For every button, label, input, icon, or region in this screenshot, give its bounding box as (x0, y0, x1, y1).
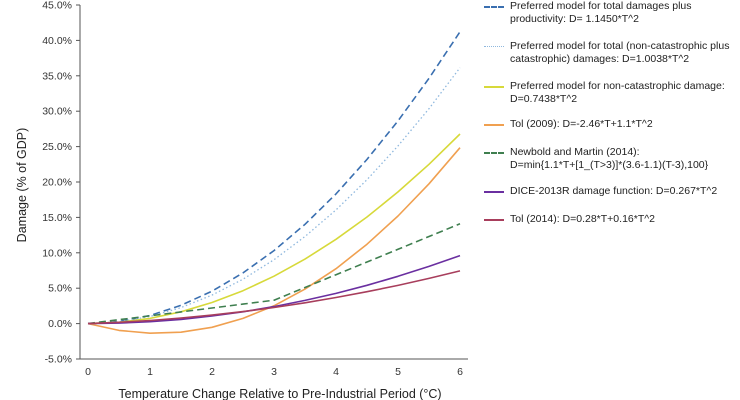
x-tick-label: 0 (85, 366, 91, 378)
legend-label: Tol (2014): D=0.28*T+0.16*T^2 (510, 213, 656, 225)
legend-swatch (484, 86, 504, 88)
series-line-2 (87, 67, 461, 325)
legend-label: Newbold and Martin (2014): D=min{1.1*T+[… (510, 146, 709, 171)
x-axis-title: Temperature Change Relative to Pre-Indus… (118, 387, 441, 400)
y-tick-label: 0.0% (48, 318, 72, 330)
x-tick-label: 1 (147, 366, 153, 378)
x-tick-label: 2 (209, 366, 215, 378)
x-tick-label: 3 (271, 366, 277, 378)
series-line-3 (87, 133, 461, 325)
series-line-6 (87, 254, 461, 325)
legend-label: Preferred model for total damages plus p… (510, 0, 692, 25)
x-tick-label: 5 (395, 366, 401, 378)
y-tick-label: 35.0% (42, 70, 72, 82)
legend-label: Preferred model for total (non-catastrop… (510, 40, 730, 65)
y-tick-label: 45.0% (42, 0, 72, 12)
legend-swatch (484, 124, 504, 126)
series-line-5 (87, 223, 461, 325)
y-tick-label: 30.0% (42, 106, 72, 118)
y-tick-label: -5.0% (45, 354, 72, 366)
legend-swatch (484, 191, 504, 193)
y-tick-label: 10.0% (42, 247, 72, 259)
legend-label: DICE-2013R damage function: D=0.267*T^2 (510, 185, 718, 197)
legend-swatch (484, 152, 504, 154)
axes: -5.0%0.0%5.0%10.0%15.0%20.0%25.0%30.0%35… (42, 0, 468, 378)
series-layer (87, 31, 461, 335)
series-line-7 (87, 270, 461, 325)
legend-swatch (484, 6, 504, 8)
series-line-1 (87, 31, 461, 325)
legend-label: Tol (2009): D=-2.46*T+1.1*T^2 (510, 118, 653, 130)
y-tick-label: 40.0% (42, 35, 72, 47)
y-axis-title: Damage (% of GDP) (15, 128, 29, 243)
y-tick-label: 20.0% (42, 177, 72, 189)
y-tick-label: 25.0% (42, 141, 72, 153)
y-tick-label: 5.0% (48, 283, 72, 295)
legend-swatch (484, 219, 504, 221)
legend-swatch (484, 46, 504, 47)
x-tick-label: 4 (333, 366, 339, 378)
legend-label: Preferred model for non-catastrophic dam… (510, 80, 725, 105)
y-tick-label: 15.0% (42, 212, 72, 224)
series-line-4 (87, 147, 461, 335)
x-tick-label: 6 (457, 366, 463, 378)
